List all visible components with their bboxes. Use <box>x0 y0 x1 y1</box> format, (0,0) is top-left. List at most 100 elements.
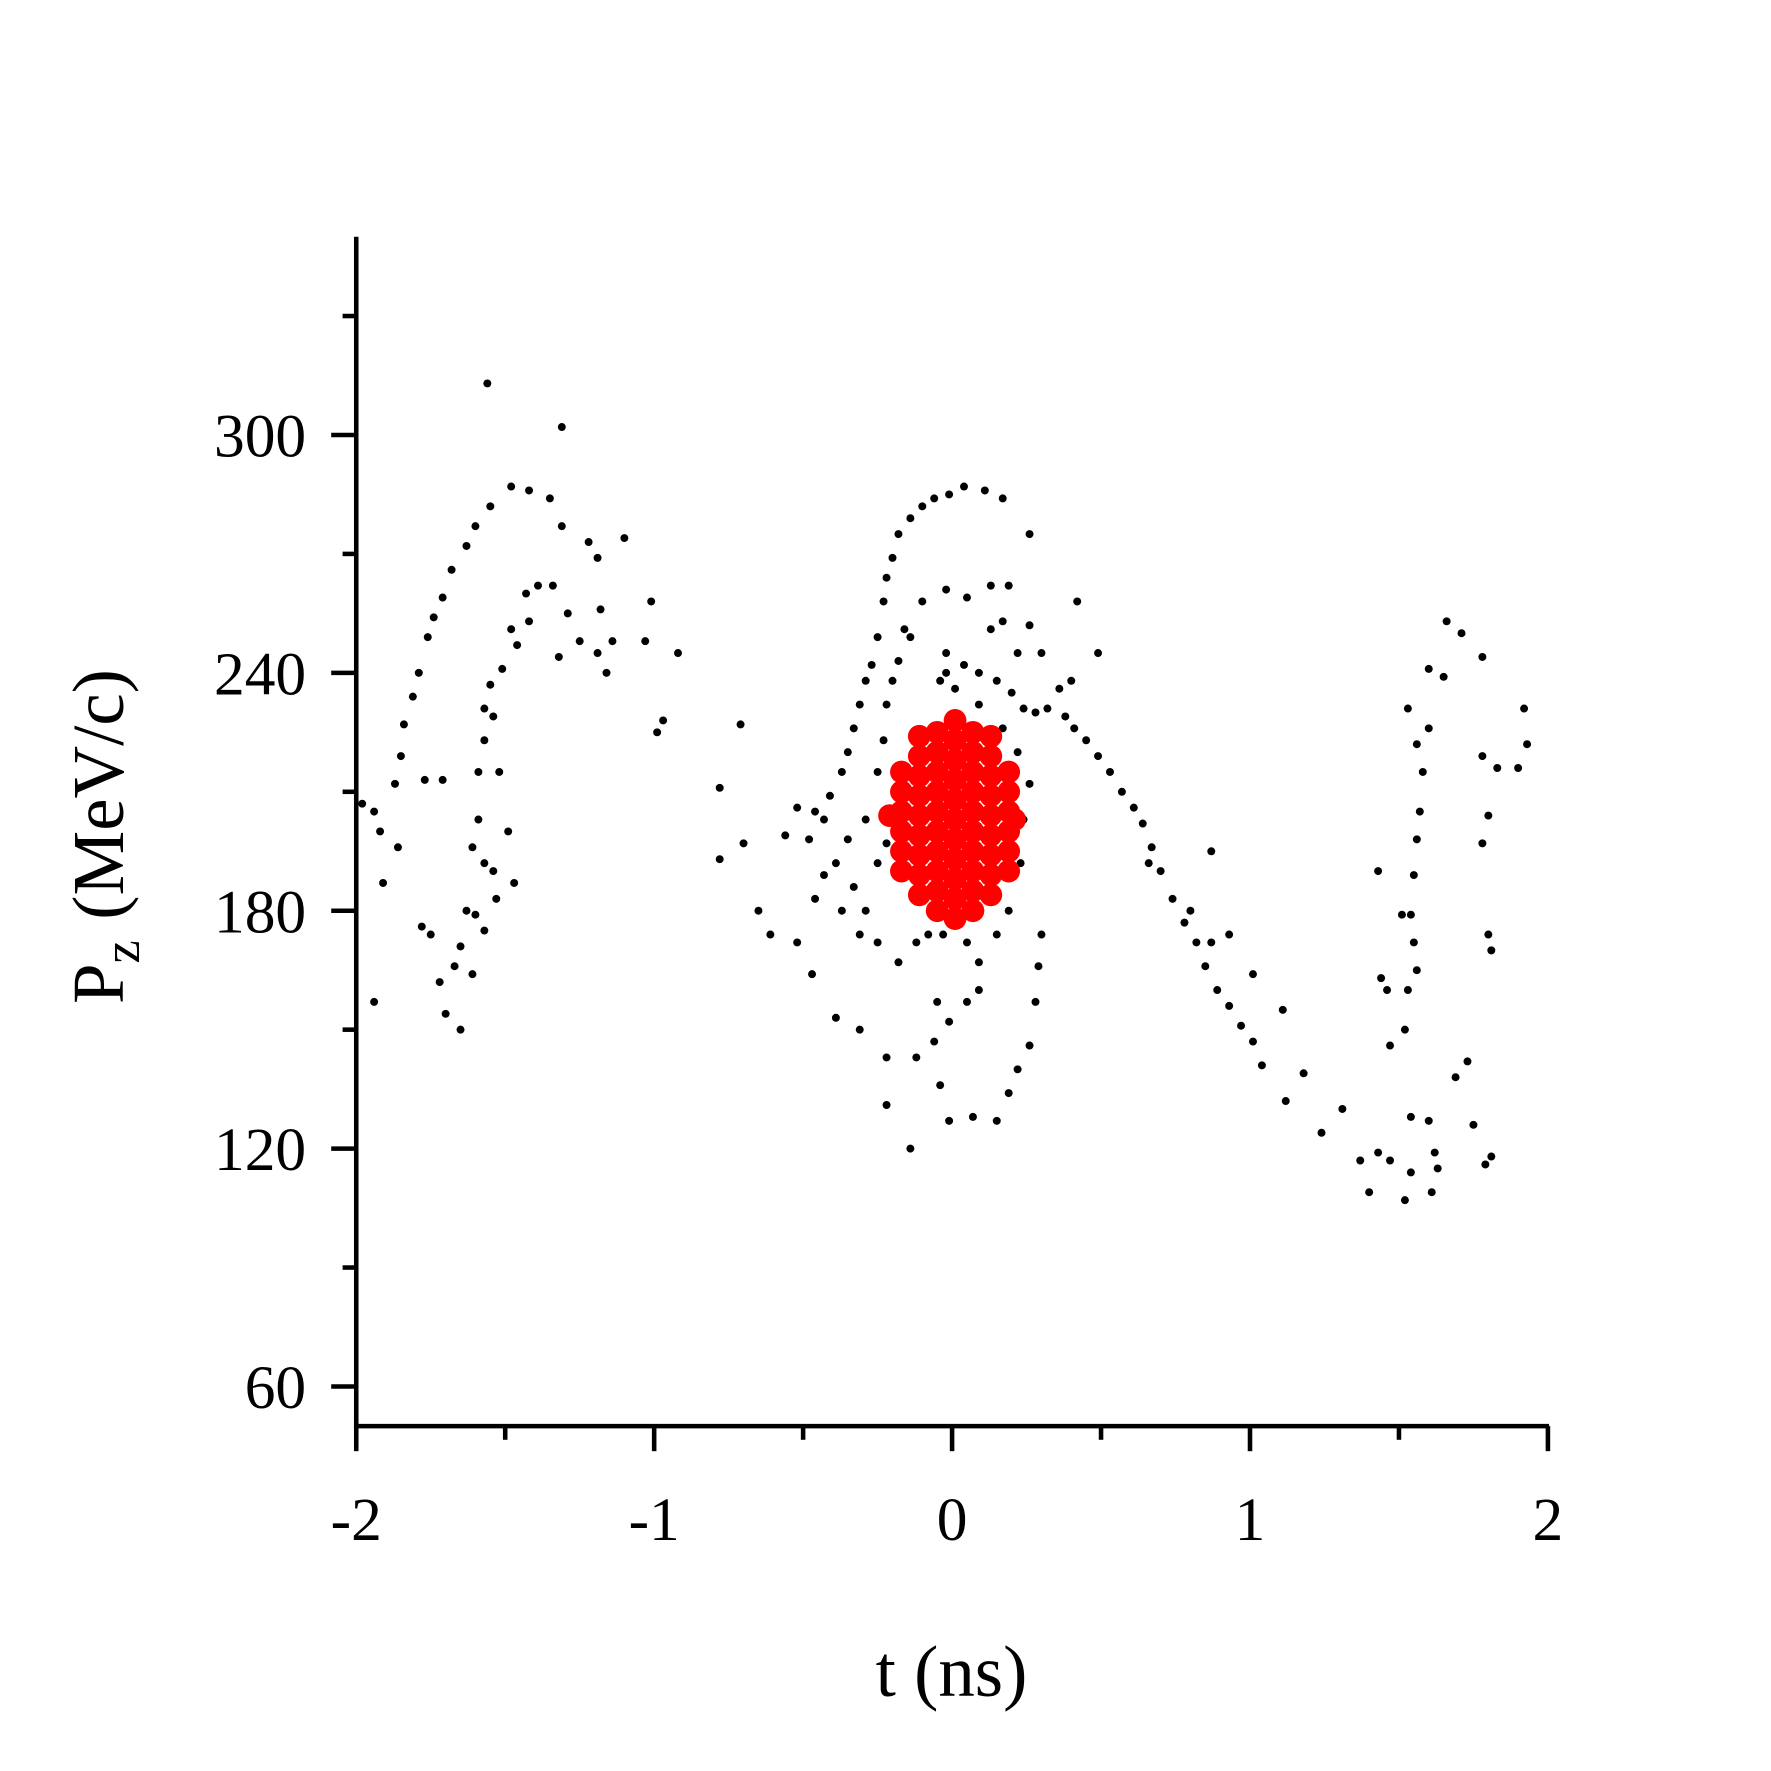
data-point <box>925 820 949 843</box>
data-point <box>414 668 423 677</box>
data-point <box>1400 1025 1409 1034</box>
data-point <box>1338 1104 1347 1113</box>
data-point <box>1156 867 1165 876</box>
data-point <box>1025 1041 1034 1050</box>
data-point <box>462 906 471 915</box>
data-point <box>943 748 967 772</box>
data-point <box>1168 894 1177 903</box>
data-point <box>861 906 870 915</box>
data-point <box>961 800 985 823</box>
data-point <box>417 922 426 931</box>
data-point <box>849 724 858 733</box>
data-point <box>855 930 864 939</box>
y-axis-title: Pz (MeV/c) <box>58 669 151 1004</box>
data-point <box>1403 704 1412 713</box>
data-point <box>1418 767 1427 776</box>
x-tick-label: -2 <box>331 1486 382 1554</box>
data-point <box>943 847 967 871</box>
data-point <box>960 660 968 669</box>
data-point <box>1442 617 1451 626</box>
data-point <box>522 589 531 598</box>
data-point <box>489 712 498 721</box>
data-point <box>1412 835 1421 844</box>
data-point <box>474 767 483 776</box>
data-point <box>943 867 967 891</box>
data-point <box>1186 906 1195 915</box>
data-point <box>1424 724 1433 733</box>
data-point <box>1397 910 1406 919</box>
data-point <box>837 906 846 915</box>
data-point <box>1013 1065 1022 1074</box>
data-point <box>557 423 566 432</box>
data-point <box>510 878 519 887</box>
data-point <box>861 676 870 685</box>
data-point <box>1105 767 1114 776</box>
data-point <box>925 720 949 744</box>
data-point <box>1004 906 1013 915</box>
data-point <box>986 581 995 590</box>
data-point <box>992 1116 1001 1125</box>
data-point <box>925 800 949 823</box>
data-point <box>943 907 967 931</box>
data-point <box>1225 1001 1234 1010</box>
data-point <box>408 692 417 701</box>
data-point <box>1406 1168 1415 1177</box>
data-point <box>620 534 629 543</box>
data-point <box>1043 704 1052 713</box>
data-point <box>1248 1037 1257 1046</box>
data-point <box>831 859 840 868</box>
data-point <box>593 649 602 658</box>
data-point <box>979 824 1003 847</box>
data-point <box>819 815 828 824</box>
data-point <box>554 653 563 661</box>
data-point <box>925 780 949 804</box>
data-point <box>674 649 682 658</box>
data-point <box>1055 684 1064 693</box>
data-point <box>379 878 388 887</box>
data-point <box>1386 1041 1395 1050</box>
data-point <box>882 700 891 709</box>
data-point <box>1409 871 1418 880</box>
y-axis-title-unit: (MeV/c) <box>58 669 139 920</box>
data-point <box>907 843 931 867</box>
data-point <box>979 863 1003 887</box>
data-point <box>930 494 939 503</box>
data-point <box>930 1037 939 1046</box>
y-tick-label: 60 <box>245 1354 306 1422</box>
data-point <box>945 490 954 499</box>
data-point <box>1487 1152 1496 1161</box>
data-point <box>962 938 971 947</box>
data-point <box>882 1101 891 1109</box>
data-point <box>878 804 901 827</box>
data-point <box>943 808 967 831</box>
data-point <box>423 633 432 642</box>
data-point <box>1094 752 1103 761</box>
data-point <box>819 871 828 880</box>
data-point <box>925 839 949 863</box>
data-point <box>943 788 967 812</box>
data-point <box>1007 688 1016 697</box>
data-point <box>979 843 1003 867</box>
data-point <box>1523 740 1532 749</box>
data-point <box>879 597 888 606</box>
data-point <box>474 815 483 824</box>
data-point <box>907 764 931 788</box>
data-point <box>943 709 967 732</box>
data-point <box>942 668 951 677</box>
data-point <box>961 879 985 903</box>
data-point <box>894 958 903 967</box>
data-point <box>907 863 931 887</box>
data-point <box>754 906 763 915</box>
data-point <box>1201 962 1210 971</box>
data-point <box>1004 581 1013 590</box>
data-point <box>1016 859 1025 868</box>
data-point <box>1067 676 1076 685</box>
data-point <box>961 820 985 843</box>
data-point <box>1409 938 1418 947</box>
data-point <box>997 780 1021 804</box>
data-point <box>1469 1120 1478 1129</box>
data-point <box>906 1144 915 1153</box>
data-point <box>1478 653 1487 661</box>
data-point <box>1073 597 1082 606</box>
